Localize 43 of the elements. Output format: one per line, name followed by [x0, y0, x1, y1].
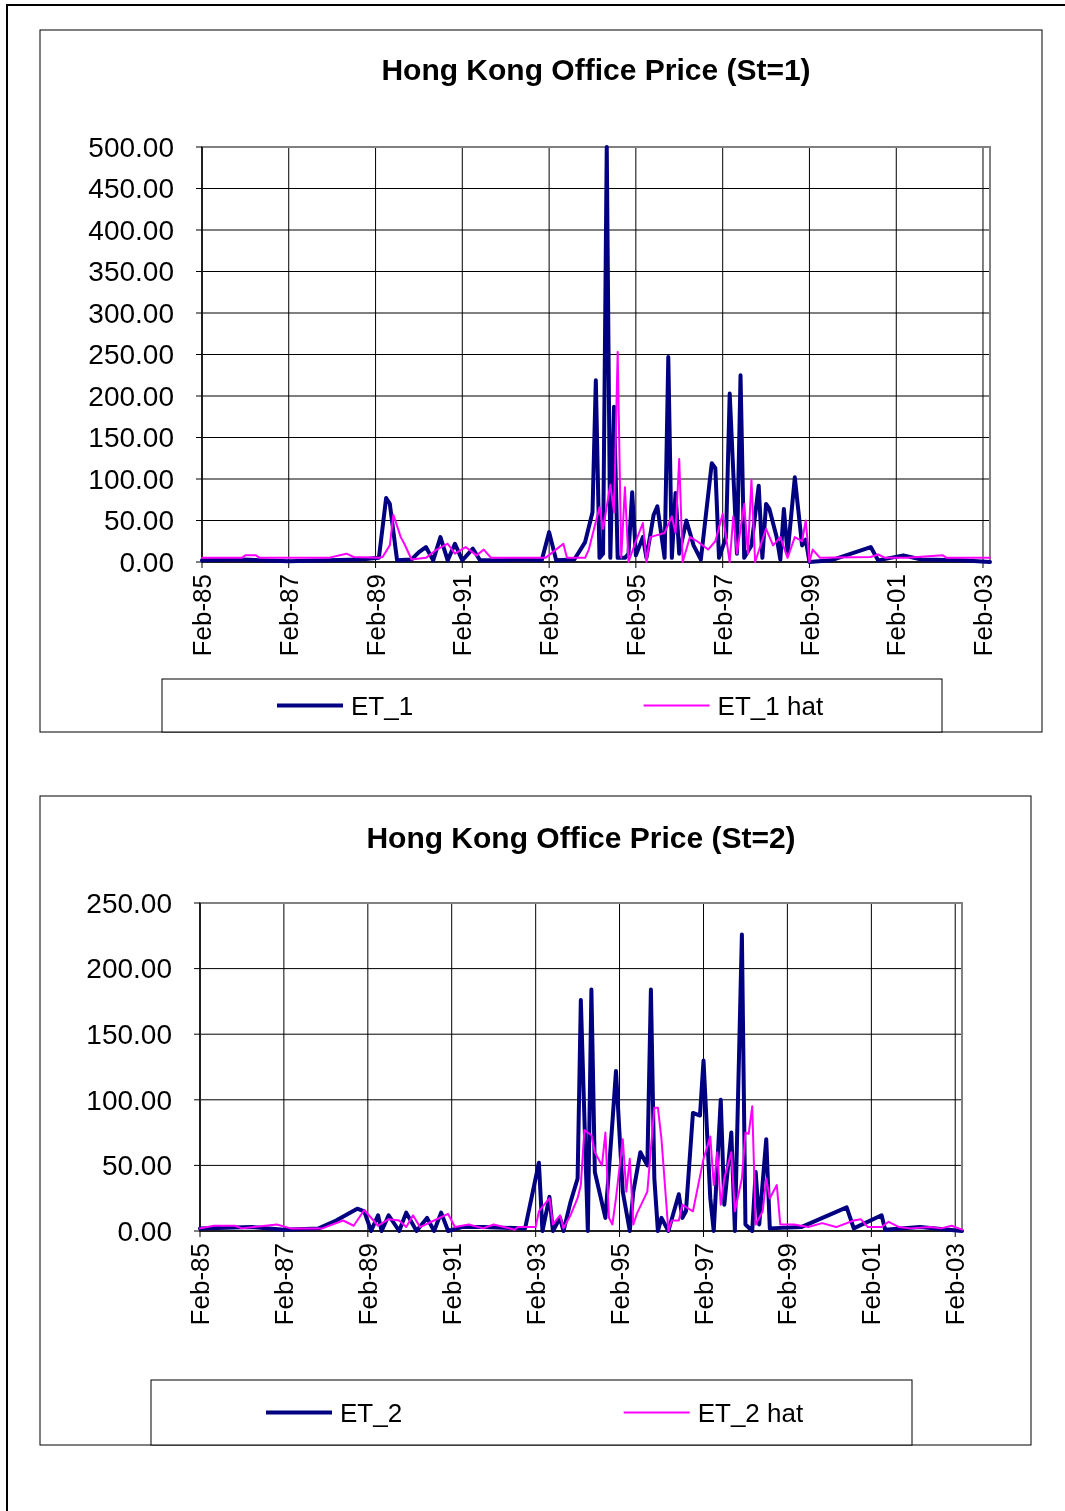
x-tick-label: Feb-91 [436, 1243, 467, 1326]
y-tick-label: 450.00 [88, 173, 174, 205]
y-tick-label: 250.00 [86, 887, 172, 919]
y-tick-label: 200.00 [86, 953, 172, 985]
y-tick-label: 150.00 [86, 1019, 172, 1050]
x-tick-label: Feb-99 [794, 574, 825, 657]
chart-title: Hong Kong Office Price (St=1) [381, 53, 811, 86]
chart-title: Hong Kong Office Price (St=2) [366, 821, 796, 854]
legend-label: ET_2 [340, 1397, 403, 1428]
y-tick-label: 200.00 [88, 380, 174, 412]
y-tick-label: 400.00 [88, 214, 174, 246]
y-tick-label: 0.00 [119, 546, 174, 578]
x-tick-label: Feb-99 [772, 1243, 803, 1326]
x-tick-label: Feb-87 [273, 574, 304, 657]
y-tick-label: 150.00 [88, 422, 174, 454]
x-tick-label: Feb-89 [360, 574, 391, 657]
x-tick-label: Feb-03 [940, 1243, 971, 1326]
x-tick-label: Feb-95 [604, 1243, 635, 1326]
x-tick-label: Feb-87 [268, 1243, 299, 1326]
y-tick-label: 0.00 [117, 1215, 172, 1247]
x-tick-label: Feb-95 [620, 574, 651, 657]
y-tick-label: 100.00 [86, 1084, 172, 1116]
x-tick-label: Feb-85 [187, 574, 218, 657]
x-tick-label: Feb-03 [968, 574, 999, 657]
x-tick-label: Feb-97 [688, 1243, 719, 1326]
legend-label: ET_1 hat [717, 690, 824, 721]
x-tick-label: Feb-01 [881, 574, 912, 657]
y-tick-label: 350.00 [88, 256, 174, 288]
x-tick-label: Feb-85 [185, 1243, 216, 1326]
y-tick-label: 250.00 [88, 339, 174, 371]
x-tick-label: Feb-97 [707, 574, 738, 657]
y-tick-label: 50.00 [103, 505, 174, 537]
y-tick-label: 500.00 [88, 131, 174, 163]
y-tick-label: 300.00 [88, 297, 174, 329]
y-tick-label: 50.00 [101, 1150, 172, 1182]
x-tick-label: Feb-91 [447, 574, 478, 657]
legend-label: ET_1 [351, 690, 414, 721]
x-tick-label: Feb-01 [856, 1243, 887, 1326]
legend-label: ET_2 hat [697, 1397, 804, 1428]
x-tick-label: Feb-89 [352, 1243, 383, 1326]
y-tick-label: 100.00 [88, 463, 174, 495]
x-tick-label: Feb-93 [520, 1243, 551, 1326]
x-tick-label: Feb-93 [534, 574, 565, 657]
